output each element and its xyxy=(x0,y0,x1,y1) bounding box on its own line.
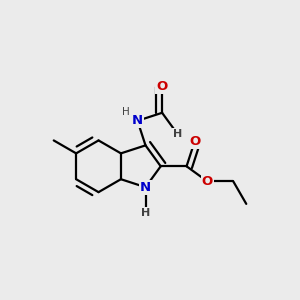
Text: H: H xyxy=(141,208,150,218)
Text: O: O xyxy=(202,175,213,188)
Text: H: H xyxy=(173,129,182,139)
Text: H: H xyxy=(122,107,130,117)
Text: N: N xyxy=(132,114,143,127)
Text: O: O xyxy=(157,80,168,93)
Text: O: O xyxy=(189,135,200,148)
Text: N: N xyxy=(140,181,151,194)
